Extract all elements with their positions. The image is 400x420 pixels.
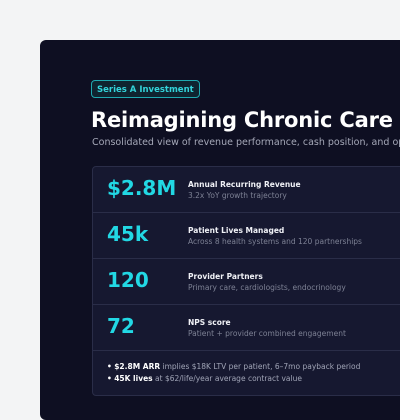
metric-row-patients: 45k Patient Lives Managed Across 8 healt… <box>93 213 400 259</box>
note-text: at $62/life/year average contract value <box>152 374 302 383</box>
metric-value: 120 <box>107 268 149 292</box>
slide-subtitle: Consolidated view of revenue performance… <box>92 137 400 148</box>
metric-value: 72 <box>107 314 135 338</box>
note-highlight: $2.8M ARR <box>114 362 161 371</box>
metric-description: Primary care, cardiologists, endocrinolo… <box>188 283 346 292</box>
metric-value: 45k <box>107 222 149 246</box>
metric-value: $2.8M <box>107 176 177 200</box>
note-highlight: 45K lives <box>114 374 153 383</box>
series-badge: Series A Investment <box>91 80 200 98</box>
note-bullet: • <box>107 374 112 383</box>
note-text: implies $18K LTV per patient, 6–7mo payb… <box>160 362 361 371</box>
note-item: • $2.8M ARR implies $18K LTV per patient… <box>107 361 360 373</box>
note-item: • 45K lives at $62/life/year average con… <box>107 373 360 385</box>
notes-list: • $2.8M ARR implies $18K LTV per patient… <box>107 361 360 385</box>
metric-row-nps: 72 NPS score Patient + provider combined… <box>93 305 400 351</box>
note-bullet: • <box>107 362 112 371</box>
metric-label: Provider Partners <box>188 272 263 281</box>
metric-row-providers: 120 Provider Partners Primary care, card… <box>93 259 400 305</box>
metric-description: Across 8 health systems and 120 partners… <box>188 237 362 246</box>
slide-title: Reimagining Chronic Care Ma <box>91 108 400 132</box>
metric-row-arr: $2.8M Annual Recurring Revenue 3.2x YoY … <box>93 167 400 213</box>
metric-label: Patient Lives Managed <box>188 226 285 235</box>
investor-slide-card: Series A Investment Reimagining Chronic … <box>40 40 400 420</box>
metric-description: Patient + provider combined engagement <box>188 329 346 338</box>
metrics-panel: $2.8M Annual Recurring Revenue 3.2x YoY … <box>92 166 400 396</box>
metric-label: NPS score <box>188 318 231 327</box>
metric-label: Annual Recurring Revenue <box>188 180 301 189</box>
metric-description: 3.2x YoY growth trajectory <box>188 191 287 200</box>
